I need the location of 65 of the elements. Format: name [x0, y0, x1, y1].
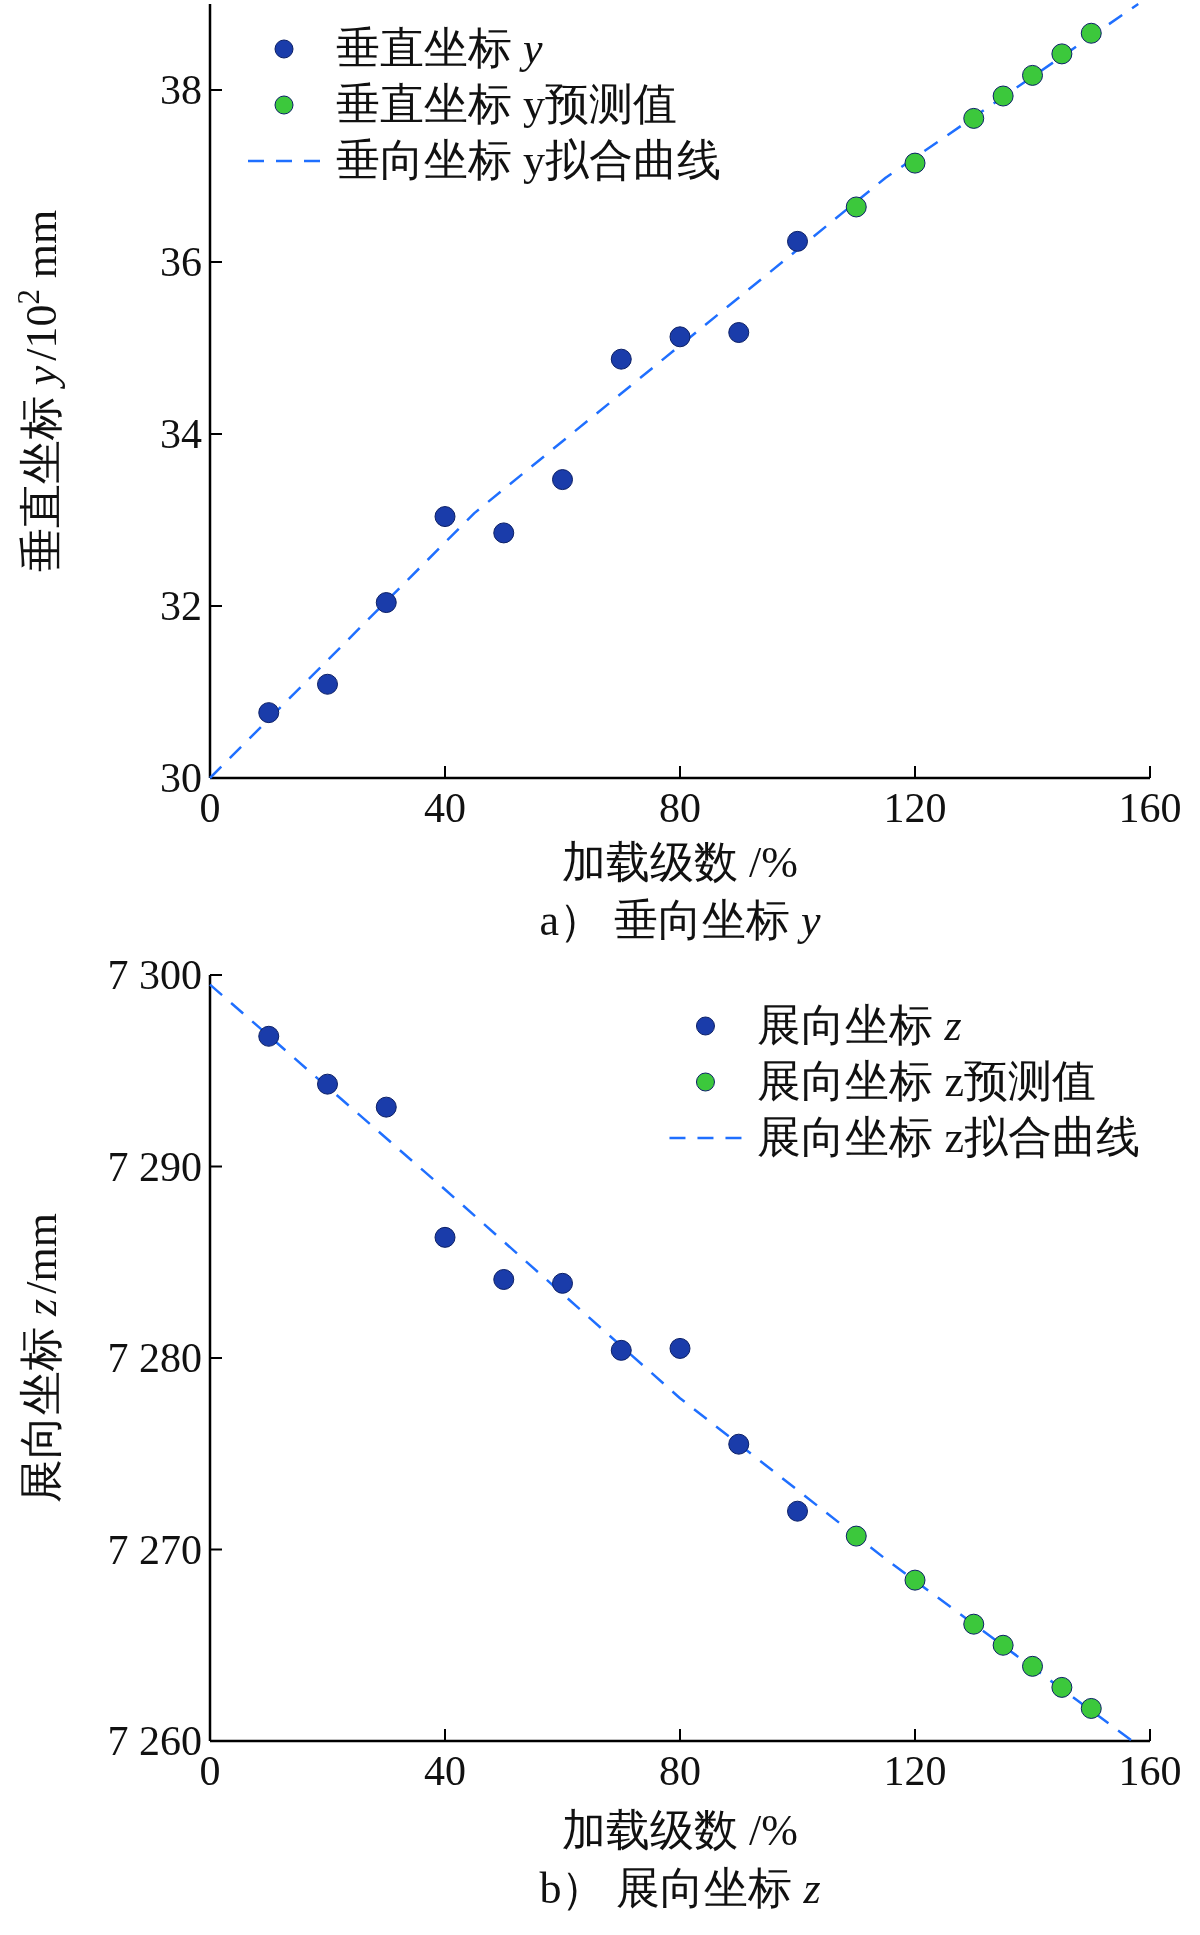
- point: [963, 107, 985, 129]
- point: [434, 1226, 456, 1248]
- point: [552, 1272, 573, 1294]
- point: [1022, 64, 1043, 86]
- point: [904, 1569, 926, 1591]
- point: [992, 1634, 1014, 1656]
- point: [610, 348, 632, 370]
- point: [375, 592, 397, 614]
- legend-label: 垂直坐标 y预测值: [336, 80, 677, 129]
- point: [1080, 1697, 1102, 1719]
- x-axis-title: 加载级数 /%: [562, 838, 798, 887]
- point: [992, 85, 1014, 107]
- point: [493, 1268, 515, 1290]
- x-tick-label: 80: [659, 785, 701, 831]
- y-tick-label: 32: [160, 583, 202, 629]
- point: [1022, 1655, 1043, 1677]
- text: b） 展向坐标 z: [539, 1864, 821, 1913]
- point: [904, 152, 926, 174]
- point: [317, 1073, 338, 1095]
- point: [317, 673, 338, 695]
- point: [1080, 22, 1102, 44]
- y-tick-label: 7 290: [107, 1143, 202, 1190]
- x-tick-label: 0: [199, 785, 221, 831]
- point: [1051, 1676, 1073, 1698]
- point: [375, 1096, 397, 1118]
- point: [728, 1433, 750, 1455]
- y-tick-label: 30: [160, 755, 202, 801]
- point: [258, 702, 280, 724]
- x-tick-label: 0: [199, 1748, 221, 1794]
- y-tick-label: 7 260: [107, 1718, 202, 1764]
- text: a） 垂向坐标 y: [539, 896, 821, 945]
- point: [434, 506, 456, 528]
- y-tick-label: 7 270: [107, 1526, 202, 1573]
- legend-label: 展向坐标 z预测值: [757, 1057, 1096, 1106]
- point: [728, 322, 750, 344]
- x-tick-label: 120: [883, 1748, 947, 1794]
- point: [845, 1525, 867, 1547]
- x-axis-title: 加载级数 /%: [562, 1806, 798, 1855]
- point: [669, 326, 691, 348]
- x-tick-label: 80: [659, 1748, 701, 1794]
- x-tick-label: 160: [1118, 1748, 1182, 1794]
- legend-label: 展向坐标 z拟合曲线: [757, 1113, 1140, 1162]
- y-axis-title: 展向坐标 z/mm: [17, 1213, 66, 1503]
- x-tick-label: 40: [424, 785, 466, 831]
- point: [1051, 43, 1073, 65]
- x-tick-label: 120: [883, 785, 947, 831]
- point: [552, 469, 573, 491]
- y-tick-label: 36: [160, 239, 202, 285]
- point: [845, 196, 867, 218]
- y-tick-label: 34: [160, 411, 202, 457]
- x-tick-label: 160: [1118, 785, 1182, 831]
- x-tick-label: 40: [424, 1748, 466, 1794]
- point: [258, 1025, 280, 1047]
- point: [787, 1500, 808, 1522]
- y-tick-label: 7 280: [107, 1335, 202, 1381]
- point: [610, 1339, 632, 1361]
- y-tick-label: 7 300: [107, 952, 202, 998]
- point: [493, 522, 515, 544]
- point: [787, 230, 808, 252]
- y-tick-label: 38: [160, 67, 202, 113]
- point: [963, 1613, 985, 1635]
- legend-label: 垂直坐标 y: [336, 24, 543, 73]
- legend-label: 垂向坐标 y拟合曲线: [336, 136, 721, 185]
- point: [669, 1337, 691, 1359]
- legend-label: 展向坐标 z: [757, 1001, 962, 1050]
